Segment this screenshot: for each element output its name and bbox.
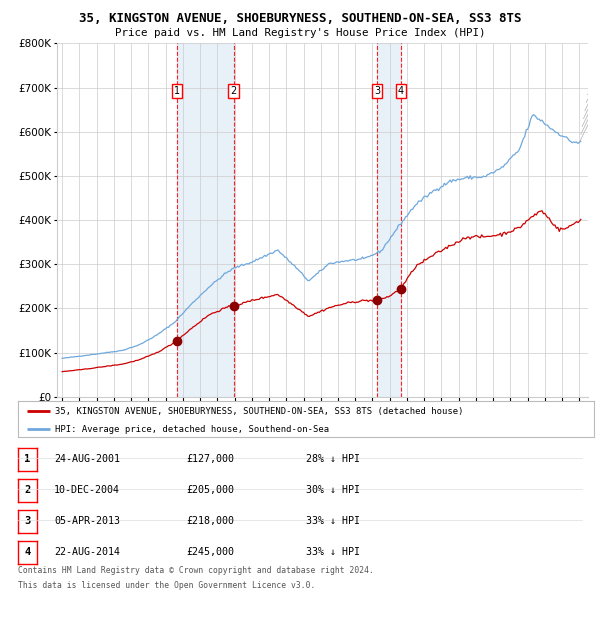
Text: 30% ↓ HPI: 30% ↓ HPI: [306, 485, 360, 495]
Text: 10-DEC-2004: 10-DEC-2004: [54, 485, 120, 495]
Text: 35, KINGSTON AVENUE, SHOEBURYNESS, SOUTHEND-ON-SEA, SS3 8TS (detached house): 35, KINGSTON AVENUE, SHOEBURYNESS, SOUTH…: [55, 407, 464, 415]
Text: 22-AUG-2014: 22-AUG-2014: [54, 547, 120, 557]
Text: 4: 4: [25, 547, 31, 557]
Text: Price paid vs. HM Land Registry's House Price Index (HPI): Price paid vs. HM Land Registry's House …: [115, 28, 485, 38]
Text: 1: 1: [173, 86, 180, 96]
Bar: [377, 43, 401, 397]
Text: £218,000: £218,000: [186, 516, 234, 526]
Text: 28% ↓ HPI: 28% ↓ HPI: [306, 454, 360, 464]
Text: 35, KINGSTON AVENUE, SHOEBURYNESS, SOUTHEND-ON-SEA, SS3 8TS: 35, KINGSTON AVENUE, SHOEBURYNESS, SOUTH…: [79, 12, 521, 25]
Text: 33% ↓ HPI: 33% ↓ HPI: [306, 516, 360, 526]
Text: 24-AUG-2001: 24-AUG-2001: [54, 454, 120, 464]
Text: £245,000: £245,000: [186, 547, 234, 557]
Text: 05-APR-2013: 05-APR-2013: [54, 516, 120, 526]
Text: This data is licensed under the Open Government Licence v3.0.: This data is licensed under the Open Gov…: [18, 581, 316, 590]
Text: HPI: Average price, detached house, Southend-on-Sea: HPI: Average price, detached house, Sout…: [55, 425, 329, 433]
Text: £205,000: £205,000: [186, 485, 234, 495]
Text: 3: 3: [25, 516, 31, 526]
Text: Contains HM Land Registry data © Crown copyright and database right 2024.: Contains HM Land Registry data © Crown c…: [18, 566, 374, 575]
Text: £127,000: £127,000: [186, 454, 234, 464]
Text: 4: 4: [398, 86, 404, 96]
Text: 2: 2: [25, 485, 31, 495]
Text: 1: 1: [25, 454, 31, 464]
Text: 3: 3: [374, 86, 380, 96]
Text: 33% ↓ HPI: 33% ↓ HPI: [306, 547, 360, 557]
Bar: [177, 43, 233, 397]
Text: 2: 2: [230, 86, 236, 96]
